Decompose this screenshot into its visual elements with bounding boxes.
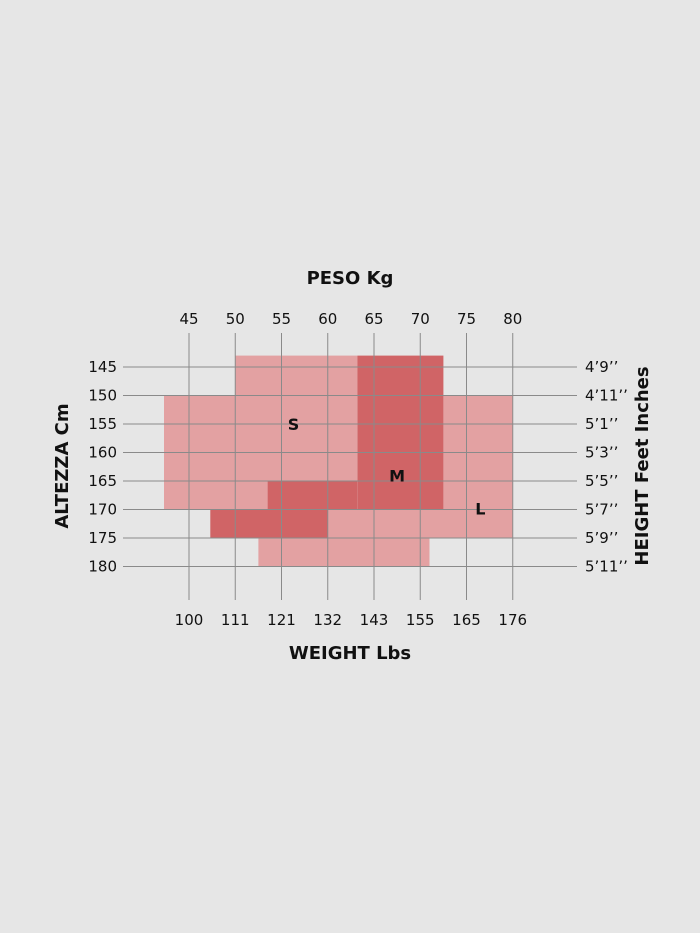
- bottom-tick-label: 111: [221, 611, 250, 629]
- bottom-tick-label: 165: [452, 611, 481, 629]
- right-tick-label: 5’3’’: [585, 444, 618, 462]
- left-tick-label: 150: [88, 387, 117, 405]
- right-tick-label: 5’9’’: [585, 529, 618, 547]
- left-axis-title: ALTEZZA Cm: [52, 403, 73, 528]
- left-tick-label: 155: [88, 415, 117, 433]
- left-tick-label: 165: [88, 472, 117, 490]
- top-tick-label: 55: [272, 310, 291, 328]
- bottom-tick-label: 132: [313, 611, 342, 629]
- right-axis-title: HEIGHT Feet Inches: [632, 366, 653, 565]
- right-tick-label: 5’1’’: [585, 415, 618, 433]
- right-tick-label: 5’7’’: [585, 501, 618, 519]
- bottom-tick-label: 100: [175, 611, 204, 629]
- top-tick-label: 45: [179, 310, 198, 328]
- zone-m-region-2: [210, 509, 328, 538]
- right-tick-label: 5’5’’: [585, 472, 618, 490]
- grid-lines: [123, 333, 577, 600]
- zone-l-region-2: [258, 538, 430, 567]
- bottom-axis-title: WEIGHT Lbs: [289, 643, 411, 664]
- top-tick-label: 80: [503, 310, 522, 328]
- bottom-tick-label: 121: [267, 611, 296, 629]
- top-tick-label: 70: [411, 310, 430, 328]
- right-tick-label: 4’11’’: [585, 387, 628, 405]
- top-tick-label: 50: [226, 310, 245, 328]
- zone-s-region-0: [235, 355, 358, 396]
- zone-label-m: M: [389, 466, 405, 485]
- zone-labels: S M L: [288, 415, 486, 518]
- zone-s-region-1: [164, 395, 358, 481]
- zone-m-region-0: [357, 355, 444, 510]
- bottom-tick-label: 143: [360, 611, 389, 629]
- axis-ticks: 45 100 50 111 55 121 60 132 65 143 70 155 75 165 80 176…: [88, 310, 628, 629]
- left-tick-label: 160: [88, 444, 117, 462]
- top-axis-title: PESO Kg: [307, 268, 394, 289]
- top-tick-label: 75: [457, 310, 476, 328]
- zone-label-s: S: [288, 415, 300, 434]
- top-tick-label: 65: [364, 310, 383, 328]
- right-tick-label: 4’9’’: [585, 358, 618, 376]
- size-zones: [164, 355, 513, 567]
- left-tick-label: 145: [88, 358, 117, 376]
- top-tick-label: 60: [318, 310, 337, 328]
- left-tick-label: 170: [88, 501, 117, 519]
- bottom-tick-label: 155: [406, 611, 435, 629]
- zone-m-region-1: [267, 481, 358, 510]
- bottom-tick-label: 176: [498, 611, 527, 629]
- zone-s-region-2: [164, 481, 268, 510]
- right-tick-label: 5’11’’: [585, 558, 628, 576]
- left-tick-label: 175: [88, 529, 117, 547]
- zone-label-l: L: [475, 499, 485, 518]
- left-tick-label: 180: [88, 558, 117, 576]
